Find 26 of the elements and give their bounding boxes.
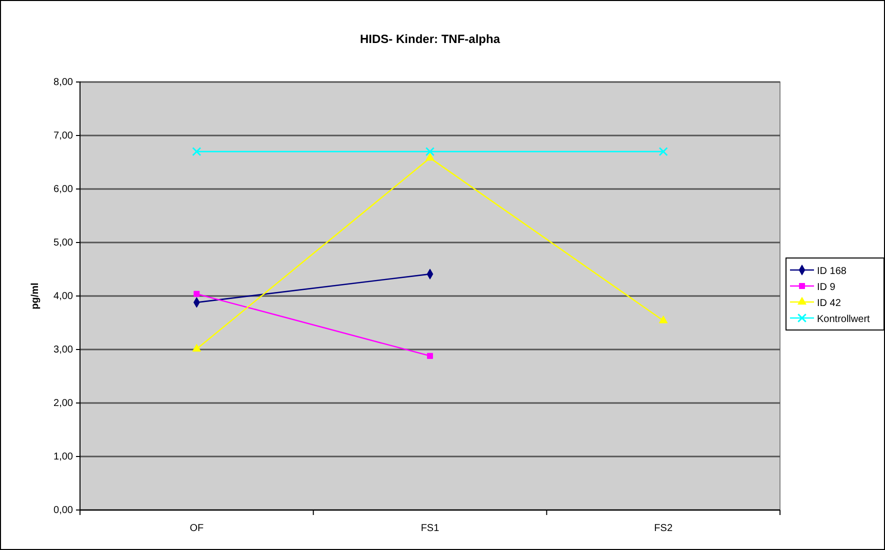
chart-title: HIDS- Kinder: TNF-alpha [360, 32, 500, 46]
y-axis-title: pg/ml [30, 282, 41, 310]
y-tick-label: 6,00 [54, 184, 74, 196]
x-tick-label: FS1 [420, 523, 440, 534]
legend-label: ID 9 [817, 282, 836, 293]
y-tick-label: 4,00 [54, 291, 74, 302]
point [192, 344, 202, 352]
point [194, 290, 200, 297]
point [426, 152, 434, 161]
y-tick-label: 2,00 [54, 398, 74, 410]
legend-label: ID 42 [817, 298, 842, 309]
point [658, 316, 668, 324]
point [427, 352, 433, 359]
y-tick-label: 8,00 [54, 77, 74, 88]
legend-label: ID 168 [817, 266, 847, 277]
y-tick-label: 5,00 [54, 238, 74, 249]
y-tick-label: 7,00 [54, 130, 74, 142]
y-tick-label: 1,00 [54, 452, 74, 463]
point [658, 146, 668, 156]
point [192, 146, 202, 156]
x-tick-label: OF [190, 523, 204, 534]
x-tick-label: FS2 [654, 523, 673, 534]
legend-label: Kontrollwert [817, 314, 870, 325]
y-tick-label: 0,00 [54, 505, 74, 516]
y-tick-label: 3,00 [54, 344, 74, 356]
point [425, 146, 435, 156]
